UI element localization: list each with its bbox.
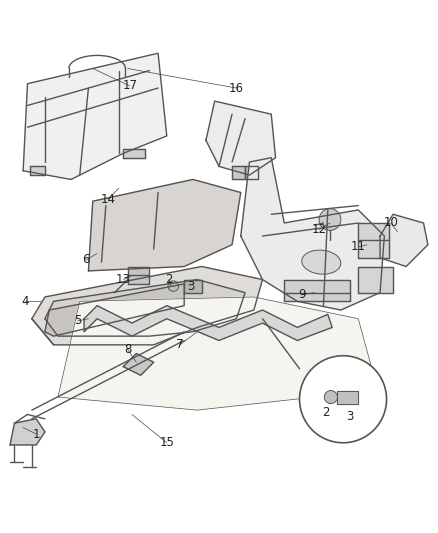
Text: 16: 16 [229, 82, 244, 94]
Polygon shape [245, 166, 258, 180]
Polygon shape [58, 297, 371, 410]
Polygon shape [123, 149, 145, 158]
Polygon shape [358, 223, 389, 258]
Polygon shape [23, 53, 167, 180]
Polygon shape [88, 180, 241, 271]
Text: 8: 8 [124, 343, 131, 356]
Polygon shape [232, 166, 245, 180]
Text: 2: 2 [165, 273, 173, 286]
Polygon shape [127, 266, 149, 284]
Text: 2: 2 [322, 406, 329, 419]
Text: 7: 7 [176, 338, 184, 351]
Text: 12: 12 [311, 223, 327, 236]
Text: 15: 15 [159, 437, 174, 449]
Polygon shape [123, 353, 154, 375]
Circle shape [300, 356, 387, 443]
Text: 14: 14 [100, 192, 116, 206]
Text: 5: 5 [74, 314, 81, 327]
Polygon shape [84, 305, 332, 341]
Polygon shape [380, 214, 428, 266]
Ellipse shape [302, 250, 341, 274]
Text: 9: 9 [298, 288, 305, 301]
Text: 11: 11 [351, 240, 366, 253]
Text: 1: 1 [32, 427, 40, 441]
Text: 4: 4 [21, 295, 29, 308]
Text: 13: 13 [116, 273, 131, 286]
Circle shape [168, 281, 179, 292]
Polygon shape [30, 166, 45, 175]
Text: 17: 17 [122, 79, 137, 92]
Text: 6: 6 [82, 254, 90, 266]
Polygon shape [241, 158, 385, 310]
Polygon shape [32, 266, 262, 345]
Polygon shape [336, 391, 358, 403]
Polygon shape [358, 266, 393, 293]
Text: 3: 3 [346, 410, 353, 423]
Polygon shape [45, 284, 184, 336]
Text: 3: 3 [187, 280, 194, 293]
Polygon shape [184, 279, 201, 293]
Circle shape [324, 391, 337, 403]
Polygon shape [206, 101, 276, 175]
Polygon shape [284, 279, 350, 301]
Polygon shape [10, 419, 45, 445]
Polygon shape [45, 279, 245, 336]
Circle shape [319, 208, 341, 230]
Text: 10: 10 [384, 216, 398, 230]
